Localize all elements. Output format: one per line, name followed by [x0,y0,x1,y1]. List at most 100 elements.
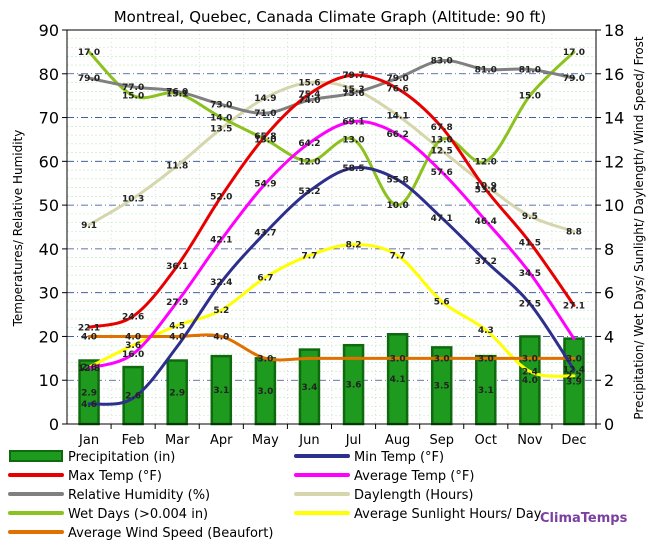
data-label-daylength-hours-dec: 8.8 [566,227,582,237]
data-label-precipitation-aug: 4.1 [390,375,406,385]
data-label-precipitation-mar: 2.9 [169,388,185,398]
legend-label-average-wind-speed-beaufort: Average Wind Speed (Beaufort) [68,526,273,541]
data-label-precipitation-feb: 2.6 [125,392,141,402]
x-tick-label-jul: Jul [345,433,362,448]
data-label-average-sunlight-hours-day-mar: 4.5 [169,322,185,332]
x-tick-label-mar: Mar [165,433,190,448]
data-label-average-sunlight-hours-day-jan: 2.6 [81,363,97,373]
data-label-precipitation-jan: 2.9 [81,388,97,398]
data-label-min-temp-f-may: 43.7 [254,229,276,239]
data-label-average-wind-speed-beaufort-oct: 3.0 [478,354,494,364]
data-label-average-wind-speed-beaufort-aug: 3.0 [390,354,406,364]
legend: Precipitation (in) Min Temp (°F) Max Temp … [8,450,542,541]
data-label-min-temp-f-oct: 37.2 [475,257,497,267]
data-label-relative-humidity-sep: 83.0 [431,57,453,67]
data-label-average-sunlight-hours-day-may: 6.7 [257,273,273,283]
tick-label-right: 14 [604,109,624,128]
data-label-max-temp-f-aug: 76.6 [387,85,409,95]
line-average-wind-speed-beaufort [87,333,576,362]
data-label-precipitation-dec: 3.9 [566,377,582,387]
data-label-average-sunlight-hours-day-jun: 7.7 [301,251,317,261]
data-label-average-wind-speed-beaufort-apr: 4.0 [213,332,229,342]
data-label-wet-days-0-004-in-nov: 15.0 [519,92,541,102]
data-label-average-temp-f-jul: 69.1 [342,117,364,127]
data-label-max-temp-f-jun: 75.4 [298,90,320,100]
line-average-temp-f [87,119,576,370]
data-label-daylength-hours-jul: 15.3 [342,85,364,95]
data-label-precipitation-nov: 4.0 [522,376,538,386]
data-label-wet-days-0-004-in-feb: 15.0 [122,92,144,102]
data-label-precipitation-jul: 3.6 [346,381,362,391]
data-label-min-temp-f-aug: 55.8 [387,176,409,186]
x-tick-label-jun: Jun [298,433,319,448]
data-label-average-temp-f-oct: 46.4 [475,217,497,227]
data-label-average-wind-speed-beaufort-jan: 4.0 [81,332,97,342]
data-label-average-sunlight-hours-day-oct: 4.3 [478,326,494,336]
tick-label-right: 16 [604,65,624,84]
legend-label-average-temp-f: Average Temp (°F) [354,469,474,484]
data-label-relative-humidity-mar: 76.0 [166,87,188,97]
line-max-temp-f [87,73,576,329]
data-label-average-sunlight-hours-day-dec: 2.2 [566,372,582,382]
data-label-max-temp-f-oct: 53.6 [475,185,497,195]
data-label-relative-humidity-feb: 77.0 [122,83,144,93]
x-tick-label-nov: Nov [517,433,543,448]
x-tick-label-dec: Dec [561,433,586,448]
tick-label-right: 8 [604,240,614,259]
data-label-relative-humidity-jun: 74.0 [298,96,320,106]
line-daylength-hours [87,80,576,233]
data-label-precipitation-oct: 3.1 [478,386,494,396]
x-tick-label-feb: Feb [122,433,145,448]
data-label-relative-humidity-may: 71.0 [254,109,276,119]
data-label-average-wind-speed-beaufort-may: 3.0 [257,354,273,364]
watermark: ClimaTemps [540,511,628,526]
data-label-wet-days-0-004-in-apr: 14.0 [210,114,232,124]
data-label-precipitation-jun: 3.4 [301,383,317,393]
tick-label-left: 10 [39,371,59,390]
data-label-average-sunlight-hours-day-apr: 5.2 [213,306,229,316]
data-label-daylength-hours-apr: 13.5 [210,125,232,135]
data-label-average-temp-f-mar: 27.9 [166,298,188,308]
data-label-daylength-hours-jun: 15.6 [298,79,320,89]
legend-label-min-temp-f: Min Temp (°F) [354,450,444,465]
data-label-wet-days-0-004-in-mar: 15.1 [166,89,188,99]
tick-label-right: 10 [604,196,624,215]
data-label-average-sunlight-hours-day-sep: 5.6 [434,297,450,307]
data-label-wet-days-0-004-in-jun: 12.0 [298,157,320,167]
data-label-average-sunlight-hours-day-feb: 3.6 [125,341,141,351]
data-label-daylength-hours-oct: 10.9 [475,181,497,191]
data-label-average-wind-speed-beaufort-dec: 3.0 [566,354,582,364]
data-label-daylength-hours-sep: 12.5 [431,146,453,156]
line-wet-days-0-004-in [87,50,576,207]
y-axis-left-label: Temperatures/ Relative Humidity [11,130,25,328]
data-label-average-temp-f-nov: 34.5 [519,269,541,279]
legend-label-max-temp-f: Max Temp (°F) [68,469,162,484]
tick-label-right: 18 [604,21,624,40]
x-tick-label-aug: Aug [385,433,410,448]
data-label-average-temp-f-jan: 12.8 [78,364,100,374]
tick-label-left: 0 [49,415,59,434]
tick-label-right: 6 [604,284,614,303]
legend-label-relative-humidity: Relative Humidity (%) [68,488,210,503]
data-label-max-temp-f-may: 65.8 [254,132,276,142]
data-label-average-temp-f-may: 54.9 [254,180,276,190]
data-label-average-wind-speed-beaufort-sep: 3.0 [434,354,450,364]
data-label-average-wind-speed-beaufort-feb: 4.0 [125,332,141,342]
data-label-wet-days-0-004-in-aug: 10.0 [387,201,409,211]
data-label-daylength-hours-aug: 14.1 [387,111,409,121]
data-label-average-temp-f-apr: 42.1 [210,236,232,246]
data-label-relative-humidity-apr: 73.0 [210,100,232,110]
legend-label-wet-days-0-004-in: Wet Days (>0.004 in) [68,507,208,522]
tick-label-right: 0 [604,415,614,434]
line-relative-humidity [87,59,576,115]
data-label-relative-humidity-oct: 81.0 [475,65,497,75]
data-label-precipitation-may: 3.0 [257,387,273,397]
data-label-wet-days-0-004-in-jul: 13.0 [342,135,364,145]
legend-label-daylength-hours: Daylength (Hours) [354,488,473,503]
data-label-average-sunlight-hours-day-aug: 7.7 [390,251,406,261]
data-label-max-temp-f-mar: 36.1 [166,262,188,272]
series-lines [87,50,576,406]
legend-label-precipitation-in: Precipitation (in) [68,450,175,465]
x-tick-label-jan: Jan [78,433,99,448]
data-label-average-temp-f-aug: 66.2 [387,130,409,140]
